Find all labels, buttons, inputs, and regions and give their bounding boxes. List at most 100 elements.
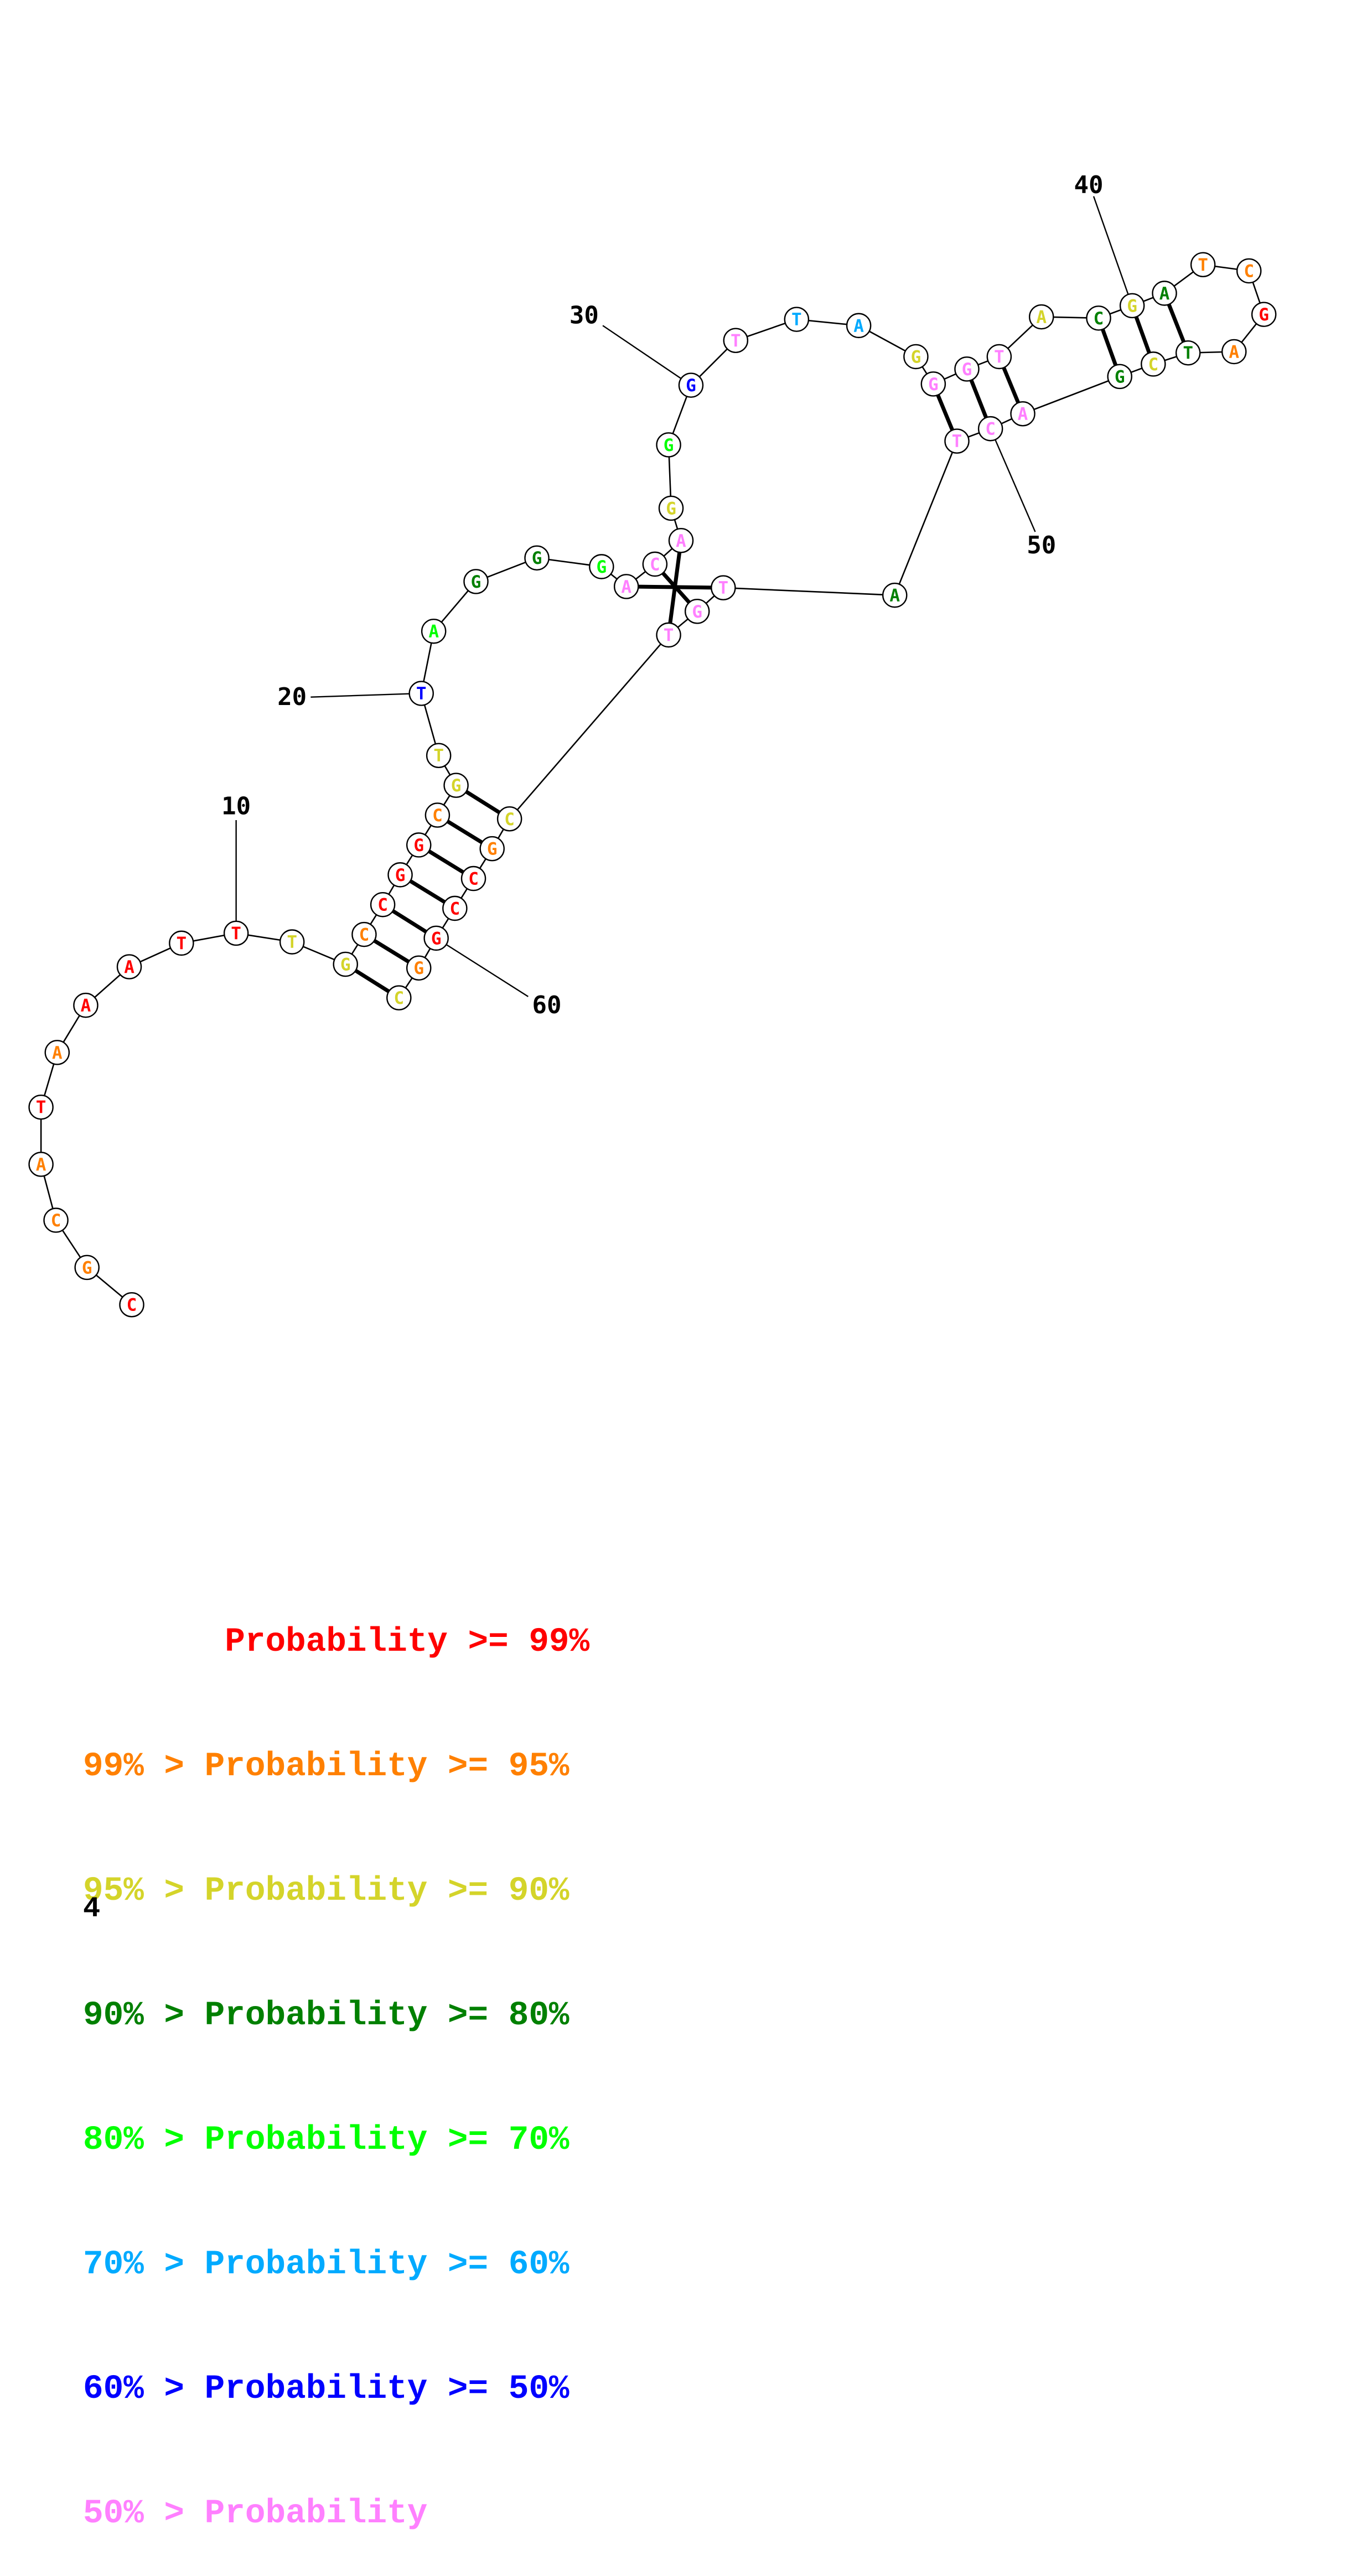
nucleotide-16: G [406, 832, 432, 858]
nucleotide-circle [613, 574, 639, 599]
nucleotide-40: G [1119, 293, 1145, 319]
nucleotide-base: G [413, 836, 424, 856]
nucleotide-circle [44, 1040, 70, 1065]
nucleotide-14: C [370, 892, 396, 918]
position-tick [436, 937, 529, 997]
nucleotide-circle [116, 954, 142, 979]
nucleotide-61: G [406, 955, 432, 981]
nucleotide-circle [1028, 304, 1054, 330]
nucleotide-base: T [1183, 344, 1193, 364]
nucleotide-62: C [386, 985, 412, 1010]
nucleotide-base: G [686, 376, 696, 396]
nucleotide-circle [223, 920, 249, 946]
nucleotide-circle [386, 985, 412, 1010]
nucleotide-30: G [678, 372, 704, 398]
nucleotide-base: G [471, 572, 482, 592]
nucleotide-51: T [944, 428, 970, 454]
nucleotide-53: T [711, 575, 736, 600]
position-tick-layer: 10 20 30 40 50 60 [221, 171, 1133, 1019]
nucleotide-base: C [1148, 355, 1158, 375]
legend-row-80: 90% > Probability >= 80% [83, 1997, 569, 2035]
nucleotide-base: G [1127, 296, 1137, 316]
nucleotide-circle [954, 356, 980, 382]
nucleotide-44: G [1251, 302, 1277, 327]
nucleotide-base: C [1244, 262, 1254, 282]
legend-row-99: Probability >= 99% [83, 1623, 590, 1661]
nucleotide-base: A [1018, 405, 1028, 424]
nucleotide-base: G [664, 436, 674, 455]
nucleotide-base: G [928, 375, 939, 395]
nucleotide-base: A [621, 577, 631, 597]
nucleotide-base: A [81, 996, 91, 1016]
nucleotide-circle [279, 929, 305, 955]
nucleotide-circle [977, 416, 1003, 442]
nucleotide-56: C [496, 806, 522, 832]
nucleotide-52: A [882, 582, 908, 608]
base-pair-bond [666, 538, 684, 637]
nucleotide-base: A [52, 1043, 63, 1063]
nucleotide-base: A [428, 622, 439, 642]
nucleotide-circle [406, 955, 432, 981]
nucleotide-base: T [731, 331, 741, 351]
nucleotide-circle [944, 428, 970, 454]
legend-row-90: 95% > Probability >= 90% [83, 1872, 569, 1910]
nucleotide-base: A [124, 957, 134, 977]
nucleotide-circle [423, 925, 449, 951]
nucleotide-circle [658, 495, 684, 521]
nucleotide-4: A [28, 1152, 54, 1177]
nucleotide-25: A [613, 574, 639, 599]
nucleotide-38: A [1028, 304, 1054, 330]
nucleotide-21: A [421, 618, 447, 644]
nucleotide-circle [1251, 302, 1277, 327]
nucleotide-circle [28, 1094, 54, 1120]
nucleotide-base: C [504, 810, 515, 830]
nucleotide-circle [1086, 305, 1111, 331]
nucleotide-circle [656, 432, 681, 458]
nucleotide-circle [1236, 258, 1262, 284]
nucleotide-base: C [359, 925, 370, 945]
nucleotide-circle [524, 545, 550, 571]
nucleotide-circle [1152, 281, 1177, 306]
nucleotide-circle [1190, 252, 1216, 278]
nucleotide-base: T [664, 625, 674, 645]
nucleotide-10: T [223, 920, 249, 946]
nucleotide-49: A [1010, 401, 1036, 427]
nucleotide-circle [656, 622, 681, 648]
nucleotide-circle [442, 895, 468, 921]
position-tick [990, 428, 1036, 532]
nucleotide-base: A [1229, 342, 1239, 362]
nucleotide-base: T [231, 924, 241, 944]
nucleotide-17: C [424, 802, 451, 828]
nucleotide-base: C [1094, 309, 1104, 329]
nucleotide-circle [370, 892, 396, 918]
nucleotide-circle [479, 836, 505, 862]
nucleotide-base: C [650, 554, 660, 574]
nucleotide-5: T [28, 1094, 54, 1120]
nucleotide-base: G [911, 347, 921, 367]
page-number: 4 [83, 1893, 101, 1925]
nucleotide-20: T [408, 681, 434, 706]
nucleotide-base: A [36, 1155, 46, 1175]
nucleotide-base: C [985, 419, 996, 439]
nucleotide-19: T [426, 743, 452, 769]
nucleotide-29: G [656, 432, 681, 458]
position-label-60: 60 [532, 991, 562, 1019]
nucleotide-base: A [1159, 284, 1170, 304]
nucleotide-base: C [450, 899, 460, 919]
nucleotide-circle [426, 743, 452, 769]
legend-row-50: 60% > Probability >= 50% [83, 2370, 569, 2408]
nucleotide-48: G [1107, 364, 1132, 390]
nucleotide-59: C [442, 895, 468, 921]
nucleotide-13: C [351, 921, 377, 947]
legend-row-70: 80% > Probability >= 70% [83, 2121, 569, 2159]
position-tick [602, 325, 692, 386]
nucleotide-circle [1107, 364, 1132, 390]
legend-row-below-50: 50% > Probability [83, 2495, 428, 2533]
nucleotide-base: G [1115, 367, 1125, 387]
nucleotide-42: T [1190, 252, 1216, 278]
position-label-50: 50 [1027, 531, 1056, 559]
nucleotide-57: G [479, 836, 505, 862]
nucleotide-circle [668, 528, 694, 553]
position-tick [1093, 196, 1133, 306]
